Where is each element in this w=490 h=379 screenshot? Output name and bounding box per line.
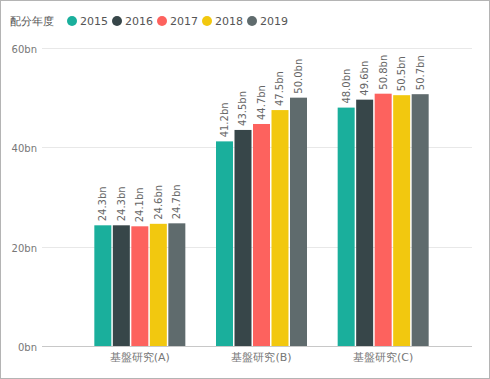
chart: 0bn20bn40bn60bn24.3bn24.3bn24.1bn24.6bn2… [0, 0, 490, 379]
data-label: 47.5bn [275, 71, 286, 106]
x-tick-label: 基盤研究(A) [110, 351, 170, 364]
bar [150, 224, 167, 346]
bar [393, 95, 410, 346]
bar [290, 98, 307, 346]
bar [113, 225, 130, 346]
legend-label: 2017 [170, 15, 198, 28]
grid-line [42, 48, 472, 49]
legend: 配分年度 2015 2016 2017 2018 2019 [10, 15, 288, 28]
bar [235, 130, 252, 346]
legend-label: 2016 [125, 15, 153, 28]
y-tick-label: 0bn [18, 342, 37, 353]
data-label: 50.5bn [396, 56, 407, 91]
legend-label: 2019 [260, 15, 288, 28]
bar [272, 110, 289, 346]
data-label: 24.6bn [153, 185, 164, 220]
bar [375, 94, 392, 346]
legend-title: 配分年度 [10, 15, 54, 28]
data-label: 24.3bn [97, 186, 108, 221]
data-label: 43.5bn [238, 91, 249, 126]
legend-label: 2018 [215, 15, 243, 28]
bar [253, 124, 270, 346]
y-tick-label: 20bn [12, 243, 37, 254]
data-label: 41.2bn [219, 102, 230, 137]
bar [338, 108, 355, 346]
x-tick-label: 基盤研究(C) [353, 351, 413, 364]
bars [94, 94, 428, 346]
y-tick-label: 60bn [12, 44, 37, 55]
legend-marker [112, 16, 122, 26]
data-label: 50.8bn [378, 55, 389, 90]
x-tick-label: 基盤研究(B) [231, 351, 291, 364]
data-label: 49.6bn [359, 61, 370, 96]
legend-marker [202, 16, 212, 26]
bar [412, 94, 429, 346]
legend-label: 2015 [80, 15, 108, 28]
grid-line [42, 346, 472, 347]
data-labels: 24.3bn 24.3bn 24.1bn 24.6bn 24.7bn 41.2bn 43.5… [97, 55, 425, 223]
data-label: 44.7bn [256, 85, 267, 120]
bar [131, 226, 148, 346]
data-label: 50.7bn [415, 55, 426, 90]
data-label: 24.1bn [134, 187, 145, 222]
data-label: 24.3bn [116, 186, 127, 221]
legend-marker [67, 16, 77, 26]
data-label: 50.0bn [293, 59, 304, 94]
legend-marker [157, 16, 167, 26]
data-label: 48.0bn [341, 69, 352, 104]
bar [216, 141, 233, 346]
y-tick-label: 40bn [12, 143, 37, 154]
bar [356, 100, 373, 346]
bar [168, 223, 185, 346]
bar [94, 225, 111, 346]
data-label: 24.7bn [171, 184, 182, 219]
frame [1, 1, 490, 379]
legend-marker [247, 16, 257, 26]
